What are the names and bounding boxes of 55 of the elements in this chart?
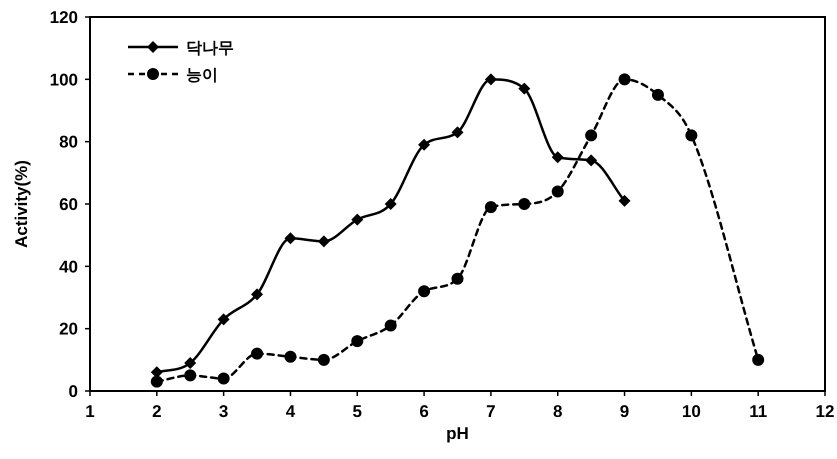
x-tick-label: 6 bbox=[419, 402, 429, 421]
point bbox=[752, 354, 764, 366]
x-tick-label: 1 bbox=[85, 402, 95, 421]
point bbox=[218, 372, 230, 385]
point bbox=[452, 126, 464, 138]
point bbox=[652, 88, 664, 101]
point bbox=[284, 232, 296, 244]
y-axis-title: Activity(%) bbox=[12, 160, 31, 248]
point bbox=[418, 285, 430, 298]
point bbox=[351, 335, 364, 348]
y-tick-label: 40 bbox=[59, 257, 78, 276]
point bbox=[484, 73, 497, 86]
point bbox=[585, 154, 598, 166]
y-tick-label: 0 bbox=[68, 382, 78, 401]
point bbox=[218, 313, 230, 326]
point bbox=[484, 201, 497, 214]
point bbox=[284, 350, 296, 363]
point bbox=[552, 186, 564, 198]
legend-label: 닥나무 bbox=[186, 40, 234, 57]
point bbox=[150, 376, 163, 388]
point bbox=[351, 214, 364, 226]
y-tick-label: 80 bbox=[59, 132, 78, 152]
point bbox=[518, 198, 530, 210]
legend-label: 능이 bbox=[186, 67, 218, 84]
point bbox=[452, 272, 464, 285]
point bbox=[384, 320, 397, 332]
point bbox=[384, 198, 397, 210]
x-tick-label: 3 bbox=[218, 402, 228, 421]
x-tick-label: 8 bbox=[552, 402, 562, 421]
point bbox=[184, 356, 196, 369]
point bbox=[318, 354, 330, 366]
y-tick-label: 20 bbox=[59, 320, 78, 339]
y-tick-label: 100 bbox=[50, 70, 78, 90]
x-tick-label: 4 bbox=[286, 402, 296, 421]
x-tick-label: 10 bbox=[682, 402, 701, 421]
point bbox=[418, 138, 430, 151]
x-axis-title: pH bbox=[446, 424, 469, 443]
point bbox=[618, 194, 631, 207]
point bbox=[318, 235, 330, 248]
x-tick-label: 5 bbox=[352, 402, 362, 421]
x-tick-label: 12 bbox=[816, 402, 834, 421]
y-tick-label: 60 bbox=[59, 195, 78, 214]
point bbox=[251, 288, 264, 300]
y-tick-label: 120 bbox=[50, 8, 78, 27]
point bbox=[585, 129, 598, 142]
point bbox=[685, 129, 698, 142]
x-tick-label: 7 bbox=[486, 402, 496, 421]
point bbox=[518, 82, 530, 95]
x-tick-label: 11 bbox=[749, 402, 768, 421]
point bbox=[552, 151, 564, 164]
x-tick-label: 2 bbox=[152, 402, 162, 421]
point bbox=[184, 369, 196, 382]
x-tick-label: 9 bbox=[620, 402, 630, 421]
point bbox=[251, 348, 264, 360]
point bbox=[618, 73, 631, 86]
